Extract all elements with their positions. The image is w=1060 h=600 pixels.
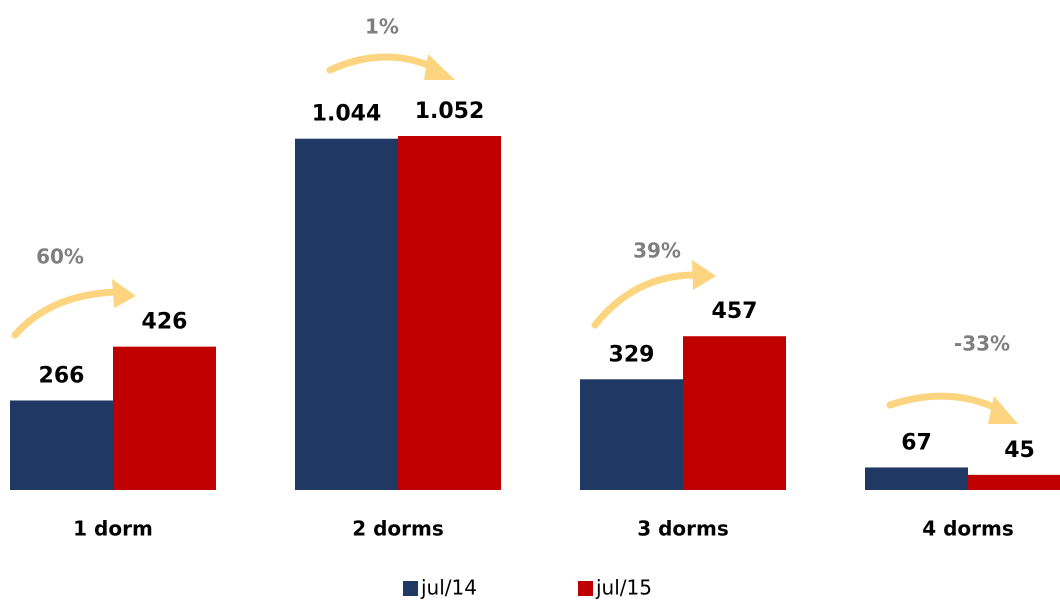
arrow-head — [988, 396, 1018, 424]
value-label: 1.044 — [312, 102, 382, 127]
bar — [398, 136, 501, 490]
legend-swatch — [578, 581, 593, 596]
arrows — [11, 53, 1018, 424]
value-label: 457 — [712, 299, 758, 324]
category-label: 3 dorms — [637, 517, 729, 541]
arrow-head — [692, 260, 716, 290]
bar — [113, 346, 216, 490]
bar — [580, 379, 683, 490]
annotation: 1% — [365, 15, 399, 39]
category-label: 4 dorms — [922, 517, 1014, 541]
value-label: 266 — [39, 363, 85, 388]
value-label: 426 — [142, 310, 188, 335]
bar — [683, 336, 786, 490]
annotation: -33% — [954, 332, 1010, 356]
category-label: 2 dorms — [352, 517, 444, 541]
value-label: 67 — [901, 430, 932, 455]
category-label: 1 dorm — [73, 517, 153, 541]
arrow-head — [112, 279, 136, 308]
arrow — [326, 53, 439, 74]
arrow — [591, 271, 699, 329]
bar — [865, 467, 968, 490]
arrow-head — [424, 54, 455, 80]
legend-label: jul/14 — [420, 576, 477, 600]
bar — [295, 138, 398, 490]
value-label: 45 — [1004, 438, 1035, 463]
arrow — [11, 288, 119, 339]
annotation: 60% — [36, 245, 84, 269]
legend-label: jul/15 — [595, 576, 652, 600]
value-label: 329 — [609, 342, 655, 367]
bar — [968, 474, 1060, 490]
annotation: 39% — [633, 239, 681, 263]
bar — [10, 400, 113, 490]
legend-swatch — [403, 581, 418, 596]
value-label: 1.052 — [415, 99, 485, 124]
arrow — [886, 392, 1004, 414]
